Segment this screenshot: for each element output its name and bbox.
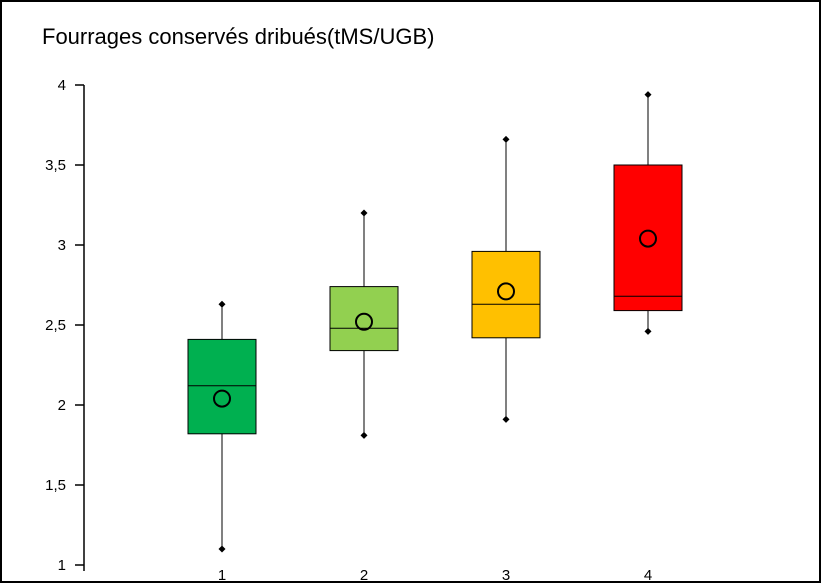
y-tick-label: 4	[58, 77, 66, 94]
x-tick-label: 1	[218, 567, 226, 583]
box-2	[329, 286, 399, 352]
y-tick-label: 3,5	[45, 157, 66, 174]
y-tick-label: 1,5	[45, 477, 66, 494]
mean-marker	[355, 312, 373, 331]
max-marker	[218, 300, 226, 308]
min-marker	[360, 431, 368, 439]
max-marker	[644, 91, 652, 99]
box-3	[471, 250, 541, 339]
min-marker	[502, 415, 510, 423]
box-1	[187, 338, 257, 435]
x-tick-label: 2	[360, 567, 368, 583]
mean-marker	[497, 282, 515, 301]
chart-title: Fourrages conservés dribués(tMS/UGB)	[42, 24, 435, 49]
x-tick-label: 3	[502, 567, 510, 583]
mean-marker	[213, 389, 231, 408]
max-marker	[360, 209, 368, 217]
mean-marker	[639, 229, 657, 248]
y-tick-label: 2	[58, 397, 66, 414]
x-tick-label: 4	[644, 567, 652, 583]
box-4	[613, 164, 683, 312]
min-marker	[644, 327, 652, 335]
max-marker	[502, 135, 510, 143]
y-tick-label: 2,5	[45, 317, 66, 334]
min-marker	[218, 545, 226, 553]
y-tick-label: 1	[58, 557, 66, 574]
y-tick-label: 3	[58, 237, 66, 254]
